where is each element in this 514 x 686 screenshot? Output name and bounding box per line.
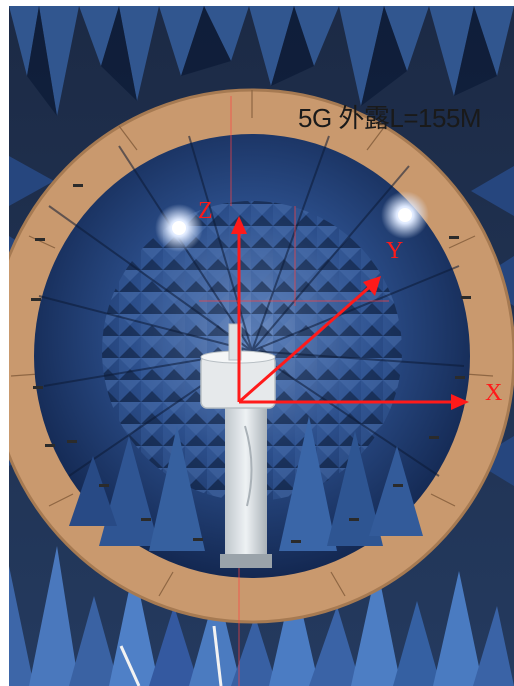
ring-segments	[10, 90, 494, 597]
bottom-cables	[119, 625, 223, 686]
z-arrowhead-icon	[231, 216, 247, 234]
support-mast	[225, 401, 267, 561]
y-arrowhead-icon	[363, 276, 381, 296]
anechoic-chamber-scene	[9, 6, 514, 686]
laser-alignment-lines	[199, 96, 389, 686]
chamber-photo: 5G 外露L=155M	[9, 6, 514, 686]
x-axis-label: X	[485, 380, 503, 406]
y-axis-label: Y	[386, 238, 404, 264]
outer-absorber-spikes-bottom	[9, 546, 514, 686]
coordinate-axes	[231, 216, 469, 410]
x-arrowhead-icon	[451, 394, 469, 410]
z-axis-label: Z	[198, 198, 213, 224]
caption-text: 5G 外露L=155M	[298, 103, 482, 133]
ring-fasteners	[31, 184, 471, 543]
outer-absorber-spikes-top	[9, 6, 514, 116]
outer-absorber-shadows-top	[27, 6, 497, 116]
ceiling-lights	[155, 191, 429, 252]
y-axis	[238, 282, 374, 404]
